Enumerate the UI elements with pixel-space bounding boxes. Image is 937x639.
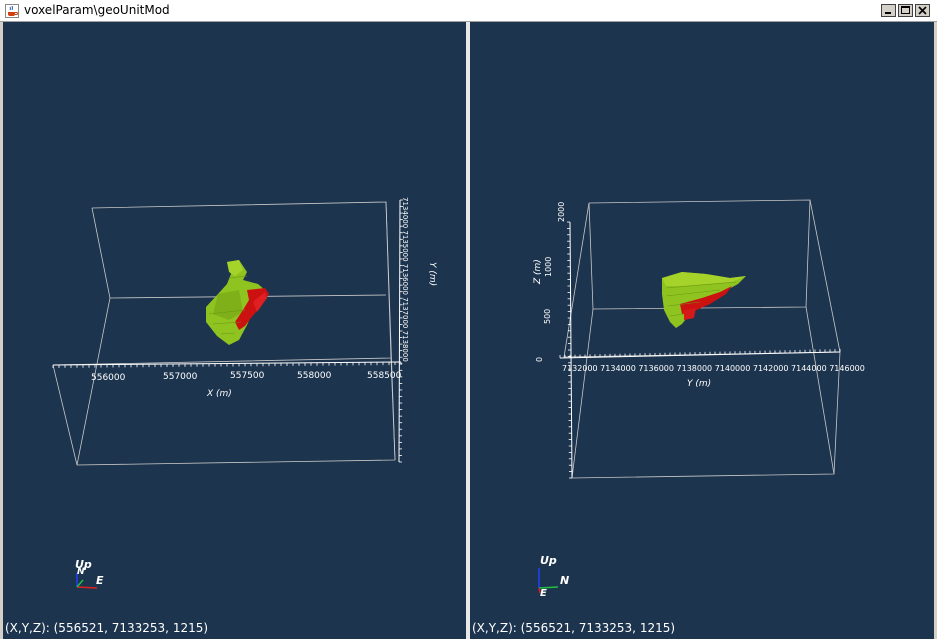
east-label: E	[96, 574, 104, 587]
left-geo-body	[206, 260, 269, 345]
viewport-splitter[interactable]	[466, 22, 470, 639]
right-y-tick-labels: 7132000 7134000 7136000 7138000 7140000 …	[562, 364, 865, 373]
right-y-axis-ticks	[559, 349, 841, 358]
up-label: Up	[75, 558, 92, 571]
left-x-axis-ticks	[52, 362, 402, 368]
right-z-axis-ticks	[567, 221, 572, 479]
close-icon	[918, 6, 927, 15]
right-3d-viewport[interactable]: 7132000 7134000 7136000 7138000 7140000 …	[470, 22, 934, 639]
close-button[interactable]	[915, 4, 930, 17]
right-y-axis-label: Y (m)	[687, 379, 711, 389]
left-x-tick-label: 558500	[367, 371, 402, 381]
java-cup-icon	[5, 4, 19, 18]
left-coordinate-readout: (X,Y,Z): (556521, 7133253, 1215)	[5, 621, 209, 635]
minimize-button[interactable]	[881, 4, 896, 17]
right-coordinate-readout: (X,Y,Z): (556521, 7133253, 1215)	[472, 621, 676, 635]
left-x-axis-label: X (m)	[206, 389, 232, 399]
right-z-tick-label: 1000	[544, 257, 553, 277]
left-y-tick-labels: 7134000 7135000 7136000 7137000 7138000	[401, 197, 409, 362]
right-scene: 7132000 7134000 7136000 7138000 7140000 …	[533, 199, 865, 599]
up-label: Up	[540, 554, 557, 567]
left-y-axis-ticks	[399, 199, 403, 463]
left-x-tick-label: 557000	[163, 372, 198, 382]
title-bar: voxelParam\geoUnitMod	[0, 0, 937, 22]
right-z-tick-label: 0	[535, 357, 544, 362]
north-label: N	[560, 574, 569, 587]
left-scene: 556000 557000 557500 558000 558500 X (m)…	[52, 197, 437, 589]
window-title: voxelParam\geoUnitMod	[24, 3, 170, 17]
maximize-button[interactable]	[898, 4, 913, 17]
minimize-icon	[885, 12, 891, 14]
right-bounding-box	[563, 199, 841, 479]
right-z-axis-label: Z (m)	[533, 259, 543, 285]
right-z-tick-label: 500	[543, 309, 552, 324]
maximize-icon	[901, 6, 910, 14]
left-x-tick-label: 557500	[230, 371, 265, 381]
right-geo-body	[662, 272, 746, 328]
left-orientation-marker: Up N E	[75, 558, 104, 589]
left-x-tick-label: 556000	[91, 373, 126, 383]
left-y-axis-label: Y (m)	[427, 262, 437, 286]
left-x-tick-label: 558000	[297, 371, 332, 381]
right-orientation-marker: Up N E	[538, 554, 569, 599]
right-z-tick-label: 2000	[557, 202, 566, 222]
left-3d-viewport[interactable]: 556000 557000 557500 558000 558500 X (m)…	[3, 22, 466, 639]
east-label: E	[540, 588, 547, 599]
north-label: N	[77, 567, 85, 577]
